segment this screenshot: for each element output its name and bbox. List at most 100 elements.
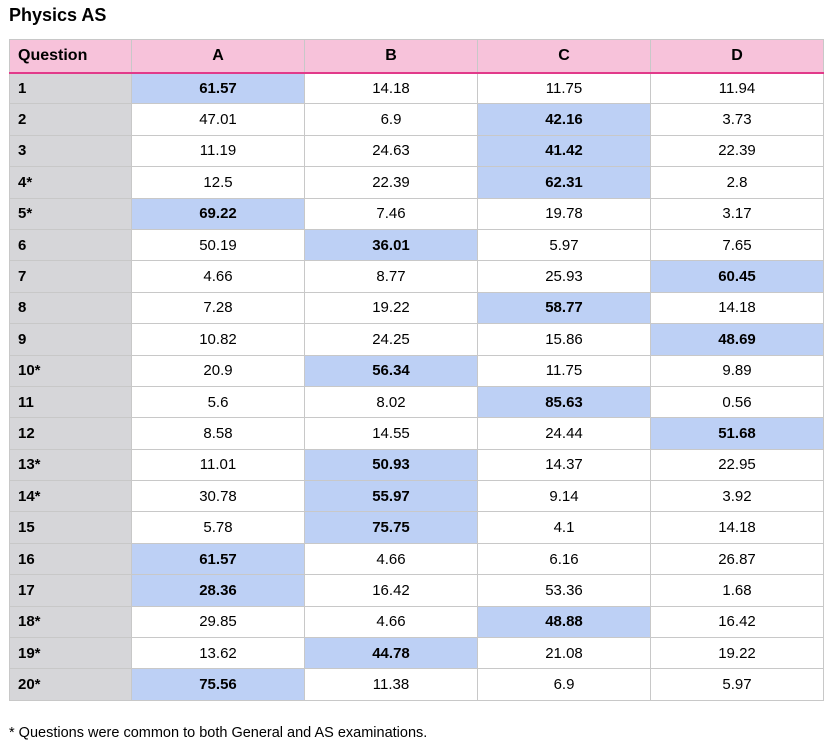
question-number-cell: 8 bbox=[9, 291, 132, 325]
option-d-cell: 19.22 bbox=[650, 637, 824, 670]
option-a-cell: 20.9 bbox=[131, 354, 305, 387]
question-number-cell: 4* bbox=[9, 166, 132, 199]
option-d-cell: 14.18 bbox=[650, 291, 824, 325]
table-row: 12 8.58 14.55 24.44 51.68 bbox=[9, 417, 824, 450]
option-a-cell: 50.19 bbox=[131, 228, 305, 262]
option-d-cell: 14.18 bbox=[650, 511, 824, 544]
table-row: 15 5.78 75.75 4.1 14.18 bbox=[9, 511, 824, 544]
option-c-cell-correct: 42.16 bbox=[477, 103, 651, 136]
option-b-cell-correct: 44.78 bbox=[304, 637, 478, 670]
option-d-cell-correct: 60.45 bbox=[650, 260, 824, 293]
option-d-cell: 22.95 bbox=[650, 448, 824, 482]
question-number-cell: 2 bbox=[9, 103, 132, 136]
question-number-cell: 17 bbox=[9, 574, 132, 607]
option-b-cell: 19.22 bbox=[304, 291, 478, 325]
table-row: 10* 20.9 56.34 11.75 9.89 bbox=[9, 354, 824, 387]
option-d-cell: 2.8 bbox=[650, 166, 824, 199]
table-row: 16 61.57 4.66 6.16 26.87 bbox=[9, 542, 824, 576]
option-b-cell-correct: 56.34 bbox=[304, 354, 478, 387]
option-b-cell: 22.39 bbox=[304, 166, 478, 199]
option-b-cell: 14.55 bbox=[304, 417, 478, 450]
question-number-cell: 3 bbox=[9, 134, 132, 168]
option-b-cell: 24.25 bbox=[304, 323, 478, 356]
option-d-cell: 3.92 bbox=[650, 480, 824, 513]
option-c-cell: 24.44 bbox=[477, 417, 651, 450]
question-number-cell: 1 bbox=[9, 71, 132, 105]
option-b-cell: 6.9 bbox=[304, 103, 478, 136]
option-d-cell: 5.97 bbox=[650, 668, 824, 701]
table-row: 8 7.28 19.22 58.77 14.18 bbox=[9, 291, 824, 325]
option-c-cell-correct: 48.88 bbox=[477, 605, 651, 639]
option-a-cell: 8.58 bbox=[131, 417, 305, 450]
question-number-cell: 7 bbox=[9, 260, 132, 293]
option-b-cell: 7.46 bbox=[304, 197, 478, 230]
table-row: 20* 75.56 11.38 6.9 5.97 bbox=[9, 668, 824, 701]
column-header-a: A bbox=[131, 39, 305, 74]
option-a-cell: 29.85 bbox=[131, 605, 305, 639]
table-row: 1 61.57 14.18 11.75 11.94 bbox=[9, 71, 824, 105]
results-table: Question A B C D 1 61.57 14.18 11.75 11.94 2 4… bbox=[9, 39, 824, 701]
option-a-cell: 10.82 bbox=[131, 323, 305, 356]
option-b-cell-correct: 55.97 bbox=[304, 480, 478, 513]
option-d-cell: 0.56 bbox=[650, 385, 824, 419]
option-c-cell: 4.1 bbox=[477, 511, 651, 544]
table-body: 1 61.57 14.18 11.75 11.94 2 47.01 6.9 42.16 3.73 3… bbox=[9, 71, 824, 701]
option-a-cell-correct: 61.57 bbox=[131, 71, 305, 105]
question-number-cell: 5* bbox=[9, 197, 132, 230]
option-d-cell: 16.42 bbox=[650, 605, 824, 639]
option-b-cell: 4.66 bbox=[304, 605, 478, 639]
header-row: Question A B C D bbox=[9, 39, 824, 74]
option-b-cell-correct: 36.01 bbox=[304, 228, 478, 262]
option-c-cell: 6.16 bbox=[477, 542, 651, 576]
option-c-cell: 19.78 bbox=[477, 197, 651, 230]
option-a-cell-correct: 61.57 bbox=[131, 542, 305, 576]
option-a-cell: 5.78 bbox=[131, 511, 305, 544]
column-header-b: B bbox=[304, 39, 478, 74]
option-d-cell: 26.87 bbox=[650, 542, 824, 576]
option-a-cell: 30.78 bbox=[131, 480, 305, 513]
question-number-cell: 18* bbox=[9, 605, 132, 639]
option-a-cell: 11.01 bbox=[131, 448, 305, 482]
option-a-cell: 47.01 bbox=[131, 103, 305, 136]
question-number-cell: 9 bbox=[9, 323, 132, 356]
option-c-cell-correct: 85.63 bbox=[477, 385, 651, 419]
option-b-cell: 11.38 bbox=[304, 668, 478, 701]
option-b-cell: 14.18 bbox=[304, 71, 478, 105]
option-d-cell-correct: 51.68 bbox=[650, 417, 824, 450]
table-row: 13* 11.01 50.93 14.37 22.95 bbox=[9, 448, 824, 482]
option-a-cell-correct: 69.22 bbox=[131, 197, 305, 230]
option-b-cell: 4.66 bbox=[304, 542, 478, 576]
table-row: 18* 29.85 4.66 48.88 16.42 bbox=[9, 605, 824, 639]
option-c-cell: 11.75 bbox=[477, 354, 651, 387]
option-c-cell: 25.93 bbox=[477, 260, 651, 293]
option-a-cell-correct: 28.36 bbox=[131, 574, 305, 607]
question-number-cell: 11 bbox=[9, 385, 132, 419]
option-a-cell: 12.5 bbox=[131, 166, 305, 199]
option-c-cell-correct: 41.42 bbox=[477, 134, 651, 168]
table-row: 5* 69.22 7.46 19.78 3.17 bbox=[9, 197, 824, 230]
page-title: Physics AS bbox=[9, 5, 107, 25]
option-d-cell: 3.73 bbox=[650, 103, 824, 136]
question-number-cell: 15 bbox=[9, 511, 132, 544]
option-b-cell-correct: 75.75 bbox=[304, 511, 478, 544]
option-d-cell: 9.89 bbox=[650, 354, 824, 387]
column-header-question: Question bbox=[9, 39, 132, 74]
table-row: 14* 30.78 55.97 9.14 3.92 bbox=[9, 480, 824, 513]
option-c-cell: 53.36 bbox=[477, 574, 651, 607]
table-row: 9 10.82 24.25 15.86 48.69 bbox=[9, 323, 824, 356]
option-a-cell: 11.19 bbox=[131, 134, 305, 168]
table-row: 19* 13.62 44.78 21.08 19.22 bbox=[9, 637, 824, 670]
question-number-cell: 6 bbox=[9, 228, 132, 262]
option-b-cell-correct: 50.93 bbox=[304, 448, 478, 482]
option-c-cell-correct: 62.31 bbox=[477, 166, 651, 199]
option-c-cell: 15.86 bbox=[477, 323, 651, 356]
option-d-cell: 1.68 bbox=[650, 574, 824, 607]
option-d-cell: 7.65 bbox=[650, 228, 824, 262]
option-c-cell: 6.9 bbox=[477, 668, 651, 701]
option-a-cell: 4.66 bbox=[131, 260, 305, 293]
table-row: 2 47.01 6.9 42.16 3.73 bbox=[9, 103, 824, 136]
table-row: 11 5.6 8.02 85.63 0.56 bbox=[9, 385, 824, 419]
option-b-cell: 16.42 bbox=[304, 574, 478, 607]
option-c-cell: 11.75 bbox=[477, 71, 651, 105]
